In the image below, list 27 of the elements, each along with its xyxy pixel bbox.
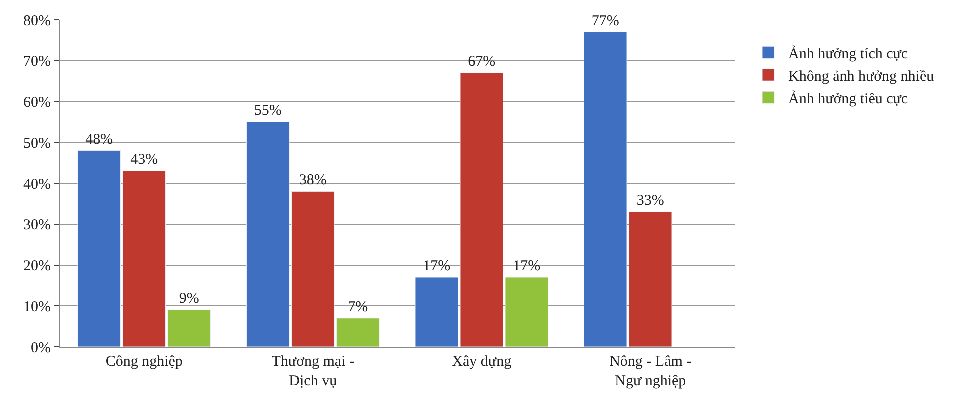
data-label: 38% (299, 172, 327, 189)
data-label: 17% (423, 258, 451, 275)
y-tick-label: 30% (24, 218, 51, 234)
y-tick-label: 60% (24, 95, 51, 111)
x-tick-label: Thương mại - Dịch vụ (272, 354, 354, 390)
data-label: 33% (636, 193, 664, 210)
x-tick-label: Nông - Lâm - Ngư nghiệp (610, 354, 692, 390)
x-tick-label: Công nghiệp (106, 354, 183, 370)
y-tick-label: 0% (31, 340, 51, 356)
legend-label: Ảnh hưởng tiêu cực (788, 90, 908, 108)
data-label: 17% (513, 258, 541, 275)
data-label: 77% (592, 13, 620, 30)
data-label: 9% (179, 291, 200, 308)
y-tick-label: 80% (24, 13, 51, 30)
y-tick-label: 50% (24, 136, 51, 152)
x-tick-label: Xây dựng (452, 354, 512, 370)
y-tick-label: 10% (24, 299, 51, 316)
data-label: 67% (468, 54, 496, 70)
legend-label: Không ảnh hưởng nhiều (788, 68, 935, 85)
data-label: 55% (254, 103, 282, 120)
y-tick-label: 20% (24, 258, 51, 274)
y-tick-label: 40% (24, 176, 51, 193)
legend-label: Ảnh hưởng tích cực (788, 45, 908, 62)
data-label: 43% (130, 152, 158, 168)
data-label: 48% (86, 132, 114, 148)
data-label: 7% (348, 299, 368, 316)
y-tick-label: 70% (24, 54, 51, 70)
